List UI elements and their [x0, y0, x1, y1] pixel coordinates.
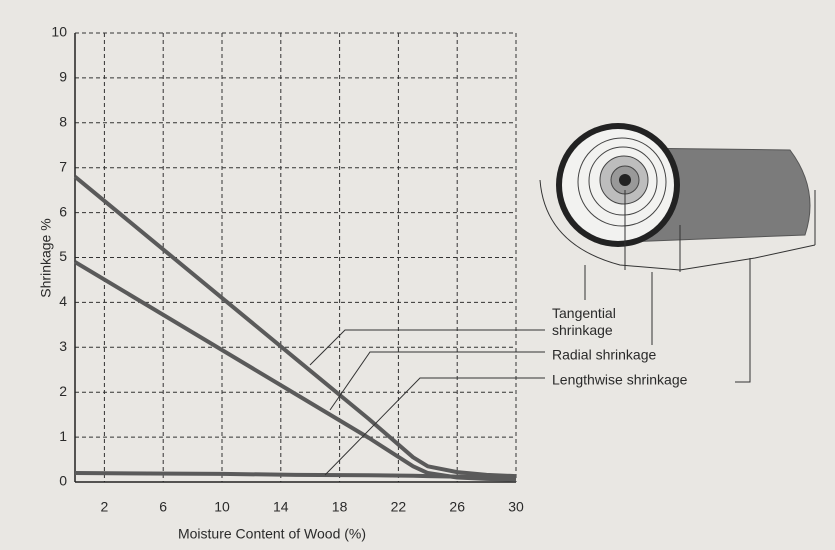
y-tick-label: 2	[59, 383, 67, 399]
y-tick-label: 0	[59, 473, 67, 489]
x-tick-label: 6	[159, 499, 167, 515]
chart: Shrinkage % Moisture Content of Wood (%)…	[0, 0, 835, 550]
x-tick-label: 26	[449, 499, 465, 515]
y-tick-label: 5	[59, 248, 67, 264]
x-tick-label: 18	[332, 499, 348, 515]
y-tick-label: 1	[59, 428, 67, 444]
x-axis-title: Moisture Content of Wood (%)	[178, 526, 366, 542]
series-label: Radial shrinkage	[552, 347, 656, 363]
x-tick-label: 30	[508, 499, 524, 515]
label-line: Tangential	[552, 305, 616, 321]
y-axis-title: Shrinkage %	[38, 218, 54, 297]
y-tick-label: 9	[59, 69, 67, 85]
x-tick-label: 10	[214, 499, 230, 515]
y-tick-label: 8	[59, 114, 67, 130]
series-label: Lengthwise shrinkage	[552, 372, 688, 388]
y-tick-label: 6	[59, 203, 67, 219]
y-tick-label: 3	[59, 338, 67, 354]
x-tick-label: 2	[101, 499, 109, 515]
x-tick-label: 22	[391, 499, 407, 515]
y-tick-label: 10	[51, 24, 67, 40]
label-line: shrinkage	[552, 322, 613, 338]
y-tick-label: 7	[59, 158, 67, 174]
y-tick-label: 4	[59, 293, 67, 309]
x-tick-label: 14	[273, 499, 289, 515]
